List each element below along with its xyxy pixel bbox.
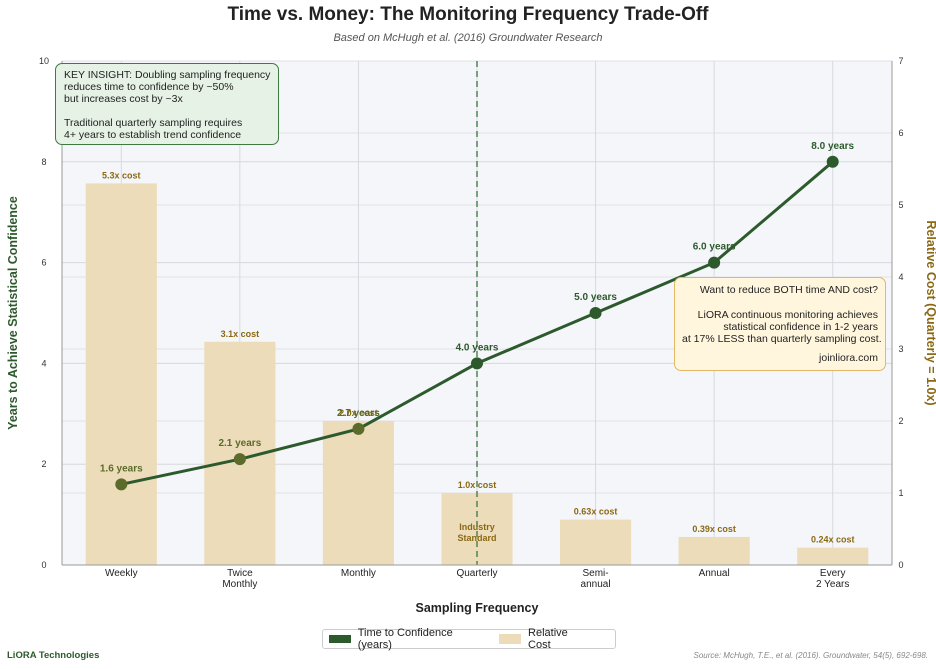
y-tick-right: 2 <box>898 416 903 426</box>
cost-bars <box>85 183 869 565</box>
time-label: 2.1 years <box>218 438 261 449</box>
legend-label-bar: Relative Cost <box>528 627 568 651</box>
time-marker <box>708 256 721 269</box>
y-tick-right: 6 <box>898 128 903 138</box>
time-label: 6.0 years <box>693 242 736 253</box>
cta-line: at 17% LESS than quarterly sampling cost… <box>682 333 882 345</box>
time-label: 5.0 years <box>574 292 617 303</box>
cta-link[interactable]: joinliora.com <box>819 352 878 364</box>
chart-title: Time vs. Money: The Monitoring Frequency… <box>227 4 709 25</box>
time-marker <box>471 357 483 370</box>
cost-bar-label: 0.39x cost <box>692 524 736 534</box>
legend-swatch-line <box>329 635 351 643</box>
labels: 5.3x cost 3.1x cost 2.0x cost 1.0x cost 0.63… <box>6 56 936 615</box>
time-label: 1.6 years <box>100 463 143 474</box>
cost-bar-label: 3.1x cost <box>221 329 260 339</box>
insight-line: Traditional quarterly sampling requires <box>64 117 243 129</box>
insight-line <box>64 105 270 117</box>
chart-subtitle: Based on McHugh et al. (2016) Groundwate… <box>333 32 603 44</box>
y-tick-right: 3 <box>898 344 903 354</box>
cost-bar <box>678 536 750 565</box>
cost-bar-label: 2.0x cost <box>339 408 378 418</box>
x-tick-label: Semi- <box>583 568 609 579</box>
insight-line: reduces time to confidence by ~50% <box>64 81 234 93</box>
annotation-label: Industry <box>459 522 495 532</box>
axes <box>61 61 893 566</box>
x-tick-label: Monthly <box>222 579 257 590</box>
y-tick-right: 1 <box>898 488 903 498</box>
cost-bar-label: 1.0x cost <box>458 480 497 490</box>
x-tick-label: annual <box>581 579 611 590</box>
time-marker <box>589 307 602 319</box>
legend-swatch-bar <box>499 634 522 644</box>
x-tick-label: Monthly <box>341 568 376 579</box>
insight-line: but increases cost by ~3x <box>64 93 183 105</box>
time-label: 2.7 years <box>337 408 380 419</box>
cost-bar-label: 0.24x cost <box>811 535 855 545</box>
annotation-label: Standard <box>457 533 496 543</box>
x-axis-title: Sampling Frequency <box>416 601 539 615</box>
brand-name: LiORA Technologies <box>7 650 100 661</box>
cost-bar-label: 0.63x cost <box>574 507 618 517</box>
cost-bar <box>797 547 869 565</box>
cost-bar <box>85 183 157 565</box>
source-note: Source: McHugh, T.E., et al. (2016). Gro… <box>693 651 929 660</box>
x-tick-label: Twice <box>227 568 253 579</box>
time-marker <box>352 422 365 435</box>
y-tick-right: 0 <box>898 560 903 570</box>
y-tick-left: 10 <box>39 56 49 66</box>
y-tick-left: 6 <box>41 258 46 268</box>
legend-item-line: Time to Confidence (years) <box>329 627 477 651</box>
cta-box: Want to reduce BOTH time AND cost? LiORA… <box>674 277 886 371</box>
x-tick-label: 2 Years <box>816 579 849 590</box>
y-axis-title-left: Years to Achieve Statistical Confidence <box>6 196 20 430</box>
insight-box: KEY INSIGHT: Doubling sampling frequency… <box>55 63 279 145</box>
insight-line: KEY INSIGHT: Doubling sampling frequency <box>64 69 271 81</box>
y-tick-right: 4 <box>898 272 903 282</box>
y-tick-right: 5 <box>898 200 903 210</box>
legend: Time to Confidence (years) Relative Cost <box>322 627 616 651</box>
y-tick-left: 2 <box>41 459 46 469</box>
x-tick-label: Weekly <box>105 568 138 579</box>
time-marker <box>233 453 246 466</box>
time-label: 4.0 years <box>456 342 499 353</box>
cost-bar <box>560 519 632 565</box>
time-marker <box>826 155 839 168</box>
cost-bar <box>322 421 394 565</box>
legend-item-bar: Relative Cost <box>499 627 587 651</box>
cta-line: LiORA continuous monitoring achieves <box>697 309 878 321</box>
y-tick-left: 0 <box>41 560 46 570</box>
y-axis-title-right: Relative Cost (Quarterly = 1.0x) <box>924 220 936 405</box>
y-tick-left: 8 <box>41 157 46 167</box>
time-label: 8.0 years <box>811 141 854 152</box>
x-tick-label: Quarterly <box>456 568 497 579</box>
cta-headline: Want to reduce BOTH time AND cost? <box>699 284 878 296</box>
cost-bar-label: 5.3x cost <box>102 170 141 180</box>
legend-label-line: Time to Confidence (years) <box>357 627 453 651</box>
cta-line: statistical confidence in 1-2 years <box>723 321 878 333</box>
y-tick-right: 7 <box>898 56 903 66</box>
x-tick-label: Every <box>820 568 846 579</box>
insight-line: 4+ years to establish trend confidence <box>64 129 242 141</box>
time-marker <box>115 478 128 491</box>
x-tick-label: Annual <box>699 568 730 579</box>
y-tick-left: 4 <box>41 358 46 368</box>
time-line <box>115 155 839 491</box>
